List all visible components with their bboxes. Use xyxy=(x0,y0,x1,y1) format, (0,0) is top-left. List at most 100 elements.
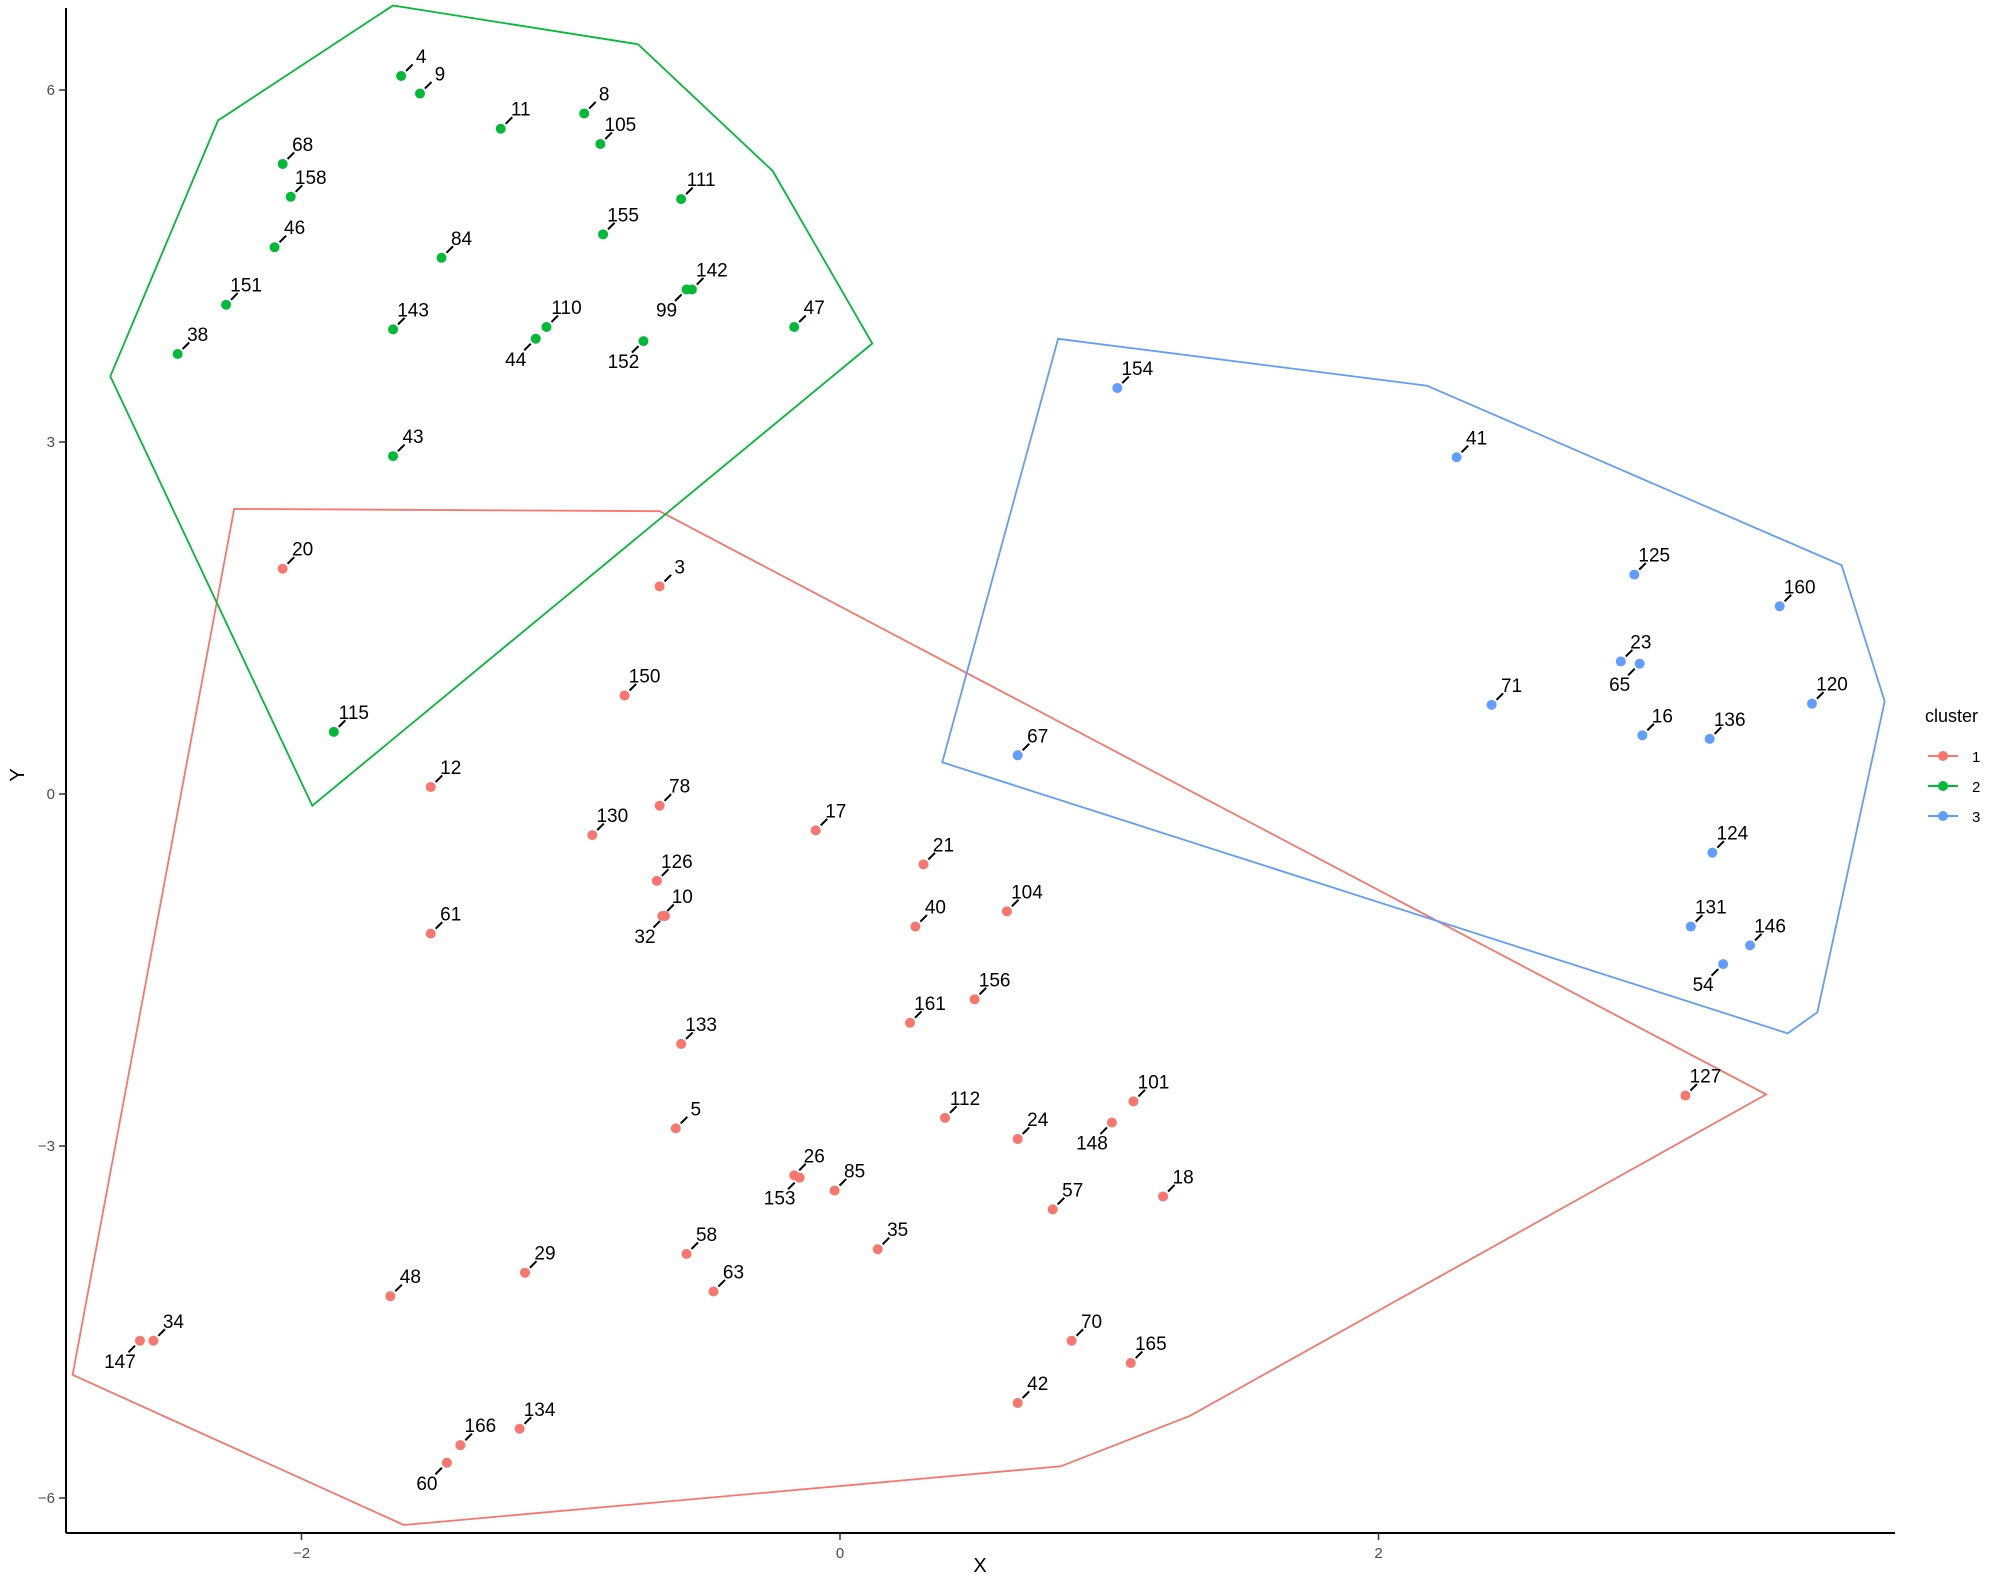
cluster-hulls xyxy=(71,4,1886,1526)
point-78 xyxy=(654,800,665,811)
point-150 xyxy=(619,690,630,701)
label-leader-20 xyxy=(286,556,295,565)
point-label-16: 16 xyxy=(1652,706,1673,727)
label-leader-60 xyxy=(434,1467,443,1476)
point-130 xyxy=(587,830,598,841)
label-leader-146 xyxy=(1754,933,1763,942)
point-label-84: 84 xyxy=(451,229,473,250)
point-16 xyxy=(1637,730,1648,741)
point-111 xyxy=(676,194,687,205)
label-leader-131 xyxy=(1695,914,1704,923)
label-leader-130 xyxy=(596,822,605,831)
point-label-48: 48 xyxy=(400,1267,421,1288)
point-133 xyxy=(676,1038,687,1049)
label-leader-17 xyxy=(820,818,828,827)
point-99 xyxy=(681,284,692,295)
point-label-58: 58 xyxy=(696,1225,717,1246)
point-label-160: 160 xyxy=(1784,577,1816,598)
label-leader-110 xyxy=(550,314,559,323)
label-leader-115 xyxy=(338,719,347,728)
point-120 xyxy=(1806,698,1817,709)
point-label-154: 154 xyxy=(1121,359,1153,380)
point-158 xyxy=(285,191,296,202)
point-12 xyxy=(425,781,436,792)
point-label-152: 152 xyxy=(608,352,640,373)
label-leader-166 xyxy=(464,1432,473,1441)
label-leader-48 xyxy=(394,1283,403,1292)
point-166 xyxy=(455,1440,466,1451)
point-85 xyxy=(829,1185,840,1196)
point-71 xyxy=(1486,699,1497,710)
point-24 xyxy=(1012,1133,1023,1144)
label-leader-71 xyxy=(1495,692,1504,701)
legend-key-dot-1 xyxy=(1938,751,1948,761)
point-label-34: 34 xyxy=(163,1312,185,1333)
point-label-42: 42 xyxy=(1027,1374,1048,1395)
point-label-115: 115 xyxy=(339,703,369,724)
data-points xyxy=(134,70,1817,1468)
label-leader-155 xyxy=(607,222,616,231)
point-label-54: 54 xyxy=(1693,975,1715,996)
label-leader-8 xyxy=(588,101,597,110)
y-tick-label: 6 xyxy=(47,82,55,99)
point-label-5: 5 xyxy=(690,1099,701,1120)
cluster-3-hull xyxy=(941,337,1886,1035)
point-label-126: 126 xyxy=(661,852,693,873)
point-5 xyxy=(670,1123,681,1134)
point-label-124: 124 xyxy=(1717,824,1749,845)
point-126 xyxy=(651,875,662,886)
point-label-112: 112 xyxy=(950,1089,980,1110)
cluster-2-hull xyxy=(109,4,874,808)
label-leader-12 xyxy=(434,774,443,783)
point-125 xyxy=(1629,569,1640,580)
label-leader-23 xyxy=(1625,649,1634,658)
point-label-46: 46 xyxy=(284,218,305,239)
point-153 xyxy=(794,1172,805,1183)
label-leader-154 xyxy=(1121,375,1130,384)
y-axis-title: Y xyxy=(7,768,29,781)
point-147 xyxy=(134,1335,145,1346)
point-label-78: 78 xyxy=(669,777,690,798)
point-label-3: 3 xyxy=(674,557,685,578)
y-tick-label: 3 xyxy=(47,434,55,451)
point-57 xyxy=(1047,1204,1058,1215)
point-label-148: 148 xyxy=(1076,1134,1108,1155)
y-tick-label: −3 xyxy=(38,1138,55,1155)
point-label-24: 24 xyxy=(1027,1110,1049,1131)
label-leader-43 xyxy=(397,443,406,452)
x-tick-label: −2 xyxy=(293,1545,310,1562)
y-tick-label: −6 xyxy=(38,1490,55,1507)
label-leader-21 xyxy=(927,852,936,861)
point-label-9: 9 xyxy=(435,65,446,86)
point-label-134: 134 xyxy=(524,1400,556,1421)
legend-label-3: 3 xyxy=(1972,809,1980,826)
point-18 xyxy=(1158,1191,1169,1202)
point-label-153: 153 xyxy=(764,1189,796,1210)
point-label-120: 120 xyxy=(1816,675,1848,696)
label-leader-70 xyxy=(1075,1328,1084,1337)
label-leader-67 xyxy=(1021,743,1030,752)
point-label-125: 125 xyxy=(1638,546,1670,567)
label-leader-111 xyxy=(685,186,694,195)
label-leader-16 xyxy=(1646,723,1655,732)
point-127 xyxy=(1680,1090,1691,1101)
label-leader-44 xyxy=(523,343,532,351)
axes: −2 0 2 −6 −3 0 3 6 xyxy=(38,8,1895,1562)
point-136 xyxy=(1704,733,1715,744)
legend-key-dot-2 xyxy=(1938,781,1948,791)
label-leader-11 xyxy=(504,116,513,125)
point-label-156: 156 xyxy=(979,970,1011,991)
point-label-147: 147 xyxy=(104,1352,136,1373)
label-leader-4 xyxy=(405,63,414,72)
point-154 xyxy=(1112,383,1123,394)
label-leader-26 xyxy=(798,1163,807,1172)
point-label-131: 131 xyxy=(1695,898,1727,919)
label-leader-38 xyxy=(181,341,190,350)
point-43 xyxy=(388,451,399,462)
point-124 xyxy=(1707,847,1718,858)
point-68 xyxy=(277,158,288,169)
point-label-65: 65 xyxy=(1609,675,1630,696)
legend-label-2: 2 xyxy=(1972,779,1980,796)
point-32 xyxy=(659,911,670,922)
